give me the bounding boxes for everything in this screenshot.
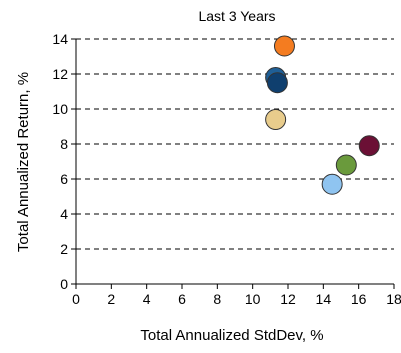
x-tick-label-6: 6 bbox=[178, 291, 186, 307]
x-tick-label-16: 16 bbox=[351, 291, 367, 307]
x-tick-label-12: 12 bbox=[280, 291, 296, 307]
axes bbox=[71, 38, 395, 289]
data-point-1 bbox=[273, 35, 295, 57]
x-tick-label-14: 14 bbox=[316, 291, 332, 307]
data-point-5 bbox=[358, 135, 380, 157]
chart-title: Last 3 Years bbox=[198, 8, 275, 24]
x-tick-label-0: 0 bbox=[72, 291, 80, 307]
y-tick-label-10: 10 bbox=[52, 101, 68, 117]
y-tick-label-2: 2 bbox=[60, 241, 68, 257]
gridlines bbox=[76, 38, 394, 250]
data-points bbox=[265, 35, 380, 195]
y-tick-label-0: 0 bbox=[60, 276, 68, 292]
x-tick-label-8: 8 bbox=[213, 291, 221, 307]
data-point-6 bbox=[335, 154, 357, 176]
data-point-4 bbox=[265, 109, 287, 130]
x-tick-label-2: 2 bbox=[107, 291, 115, 307]
y-tick-label-14: 14 bbox=[52, 31, 68, 47]
x-tick-labels: 0 2 4 6 8 10 12 14 16 18 bbox=[72, 291, 401, 307]
y-tick-labels: 0 2 4 6 8 10 12 14 bbox=[52, 31, 68, 292]
data-point-3 bbox=[266, 72, 288, 94]
y-axis-title: Total Annualized Return, % bbox=[15, 72, 32, 252]
x-axis-title: Total Annualized StdDev, % bbox=[140, 327, 323, 344]
x-tick-label-4: 4 bbox=[143, 291, 151, 307]
data-point-7 bbox=[321, 173, 343, 195]
x-tick-label-18: 18 bbox=[386, 291, 401, 307]
y-tick-label-8: 8 bbox=[60, 136, 68, 152]
y-tick-label-4: 4 bbox=[60, 206, 68, 222]
y-tick-label-12: 12 bbox=[52, 66, 68, 82]
y-tick-label-6: 6 bbox=[60, 171, 68, 187]
x-tick-label-10: 10 bbox=[245, 291, 261, 307]
